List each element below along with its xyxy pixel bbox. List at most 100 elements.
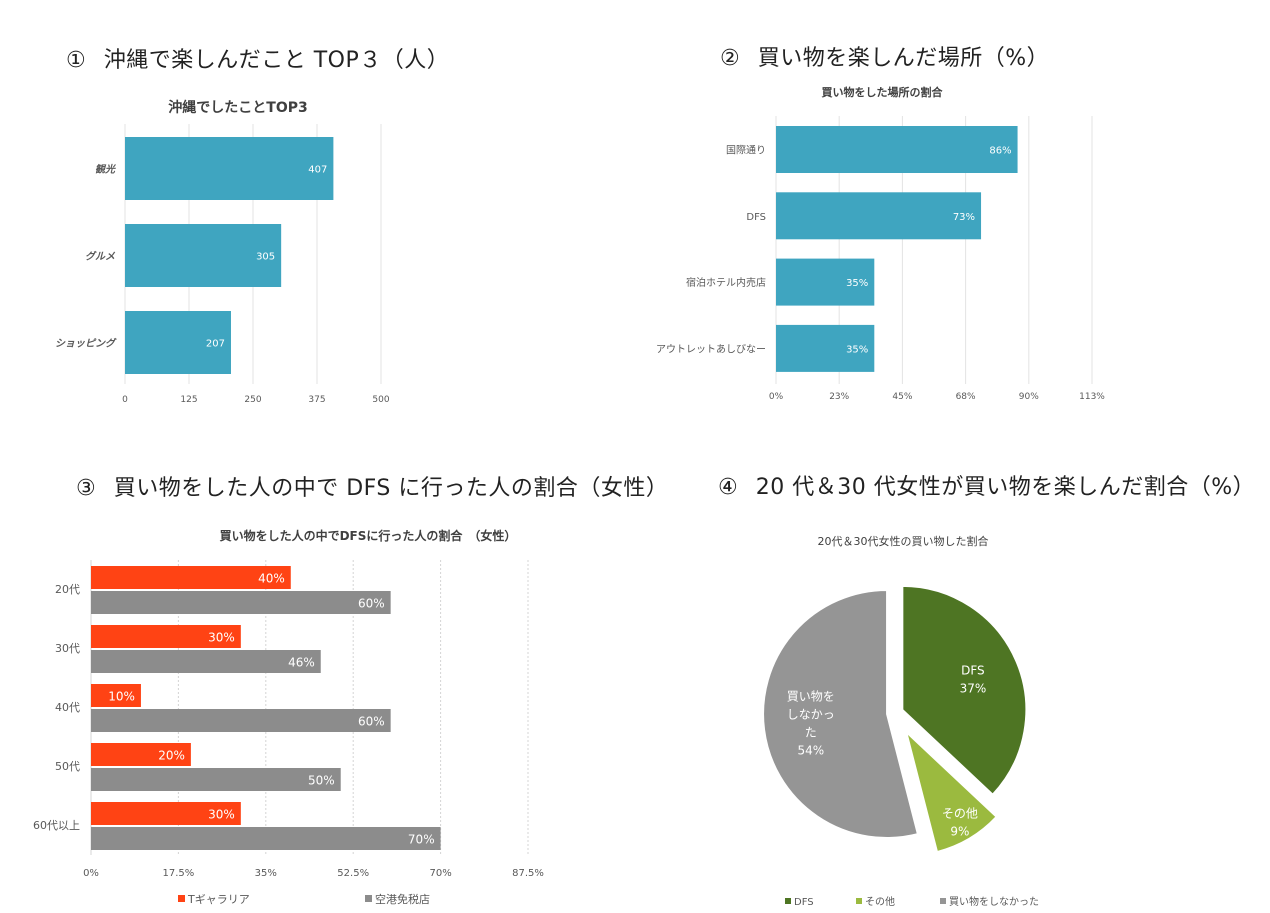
pie-slice-label: DFS [961,663,985,677]
x-tick-label: 0 [122,395,128,405]
legend-swatch [940,898,946,904]
pie-slice [901,584,1028,797]
x-tick-label: 45% [892,392,912,402]
bar [91,625,241,648]
pie-slice-label: しなかっ [787,708,835,722]
bar-value-label: 40% [258,572,285,586]
x-tick-label: 35% [255,868,277,879]
chart-title: 買い物をした人の中でDFSに行った人の割合 （女性） [220,528,517,543]
category-label: 20代 [55,583,80,596]
section-4-number: ④ [718,475,739,500]
x-tick-label: 70% [429,868,451,879]
category-label: 30代 [55,642,80,655]
bar-value-label: 70% [408,833,435,847]
bar [125,224,282,287]
x-tick-label: 125 [180,395,197,405]
bar-value-label: 407 [308,165,327,176]
section-2-title: ② 買い物を楽しんだ場所（%） [720,40,1049,72]
section-1-number: ① [66,48,87,73]
category-label: アウトレットあしびなー [656,343,766,355]
bar [91,650,321,673]
legend-swatch [178,895,185,902]
section-3-title: ③ 買い物をした人の中で DFS に行った人の割合（女性） [76,470,668,502]
x-tick-label: 87.5% [512,868,544,879]
section-3-text: 買い物をした人の中で DFS に行った人の割合（女性） [113,476,669,501]
bar [776,324,875,372]
section-3-number: ③ [76,476,97,501]
legend-label: 買い物をしなかった [949,895,1039,908]
chart-title: 20代＆30代女性の買い物した割合 [818,534,989,548]
section-2-text: 買い物を楽しんだ場所（%） [757,46,1050,71]
pie-slice-label: 買い物を [787,690,835,704]
x-tick-label: 0% [769,392,784,402]
bar-value-label: 20% [158,749,185,763]
bar-value-label: 86% [989,146,1011,157]
x-tick-label: 250 [244,395,261,405]
legend-label: 空港免税店 [375,892,430,906]
bar [776,192,982,240]
section-1-title: ① 沖縄で楽しんだこと TOP３（人） [66,42,449,74]
bar [91,709,391,732]
bar [91,566,291,589]
bar-value-label: 46% [288,656,315,670]
bar-value-label: 207 [206,339,225,350]
bar-value-label: 60% [358,715,385,729]
bar-value-label: 10% [108,690,135,704]
pie-slice-label: 9% [950,825,969,839]
legend-swatch [856,898,862,904]
pie-slice-label: その他 [942,807,978,821]
bar [91,827,441,850]
legend-swatch [365,895,372,902]
bar [776,126,1018,173]
x-tick-label: 17.5% [163,868,195,879]
category-label: 50代 [55,760,80,773]
bar-value-label: 73% [953,212,975,223]
category-label: 60代以上 [33,819,80,832]
section-4-title: ④ 20 代＆30 代女性が買い物を楽しんだ割合（%） [718,469,1255,501]
bar-value-label: 35% [846,344,868,355]
bar [91,684,141,707]
bar [125,137,334,200]
x-tick-label: 52.5% [337,868,369,879]
x-tick-label: 500 [372,395,389,405]
x-tick-label: 68% [956,392,976,402]
bar [125,311,231,374]
x-tick-label: 23% [829,392,849,402]
category-label: 宿泊ホテル内売店 [686,276,766,289]
bar-value-label: 35% [846,278,868,289]
section-4-text: 20 代＆30 代女性が買い物を楽しんだ割合（%） [755,475,1256,500]
x-tick-label: 375 [308,395,325,405]
legend-swatch [785,898,791,904]
bar-value-label: 30% [208,808,235,822]
pie-slice-label: た [805,726,817,740]
chart-title: 沖縄でしたことTOP3 [168,99,307,116]
legend-label: DFS [794,897,814,908]
section-2-number: ② [720,46,741,71]
pie-slice [762,589,920,839]
chart-title: 買い物をした場所の割合 [822,85,944,99]
bar [91,802,241,825]
legend-label: その他 [865,895,895,908]
bar [776,258,875,306]
x-tick-label: 90% [1019,392,1039,402]
bar-value-label: 305 [256,252,275,263]
pie-slice-label: 54% [797,744,824,758]
section-1-text: 沖縄で楽しんだこと TOP３（人） [103,48,450,73]
bar-value-label: 50% [308,774,335,788]
bar [91,768,341,791]
category-label: DFS [746,212,766,223]
bar [91,743,191,766]
category-label: 国際通り [726,145,766,157]
bar-value-label: 60% [358,597,385,611]
x-tick-label: 113% [1079,392,1105,402]
legend-label: Tギャラリア [187,893,250,906]
category-label: グルメ [85,251,116,263]
bar [91,591,391,614]
pie-slice-label: 37% [960,681,987,695]
category-label: 観光 [95,164,116,176]
x-tick-label: 0% [83,868,99,879]
